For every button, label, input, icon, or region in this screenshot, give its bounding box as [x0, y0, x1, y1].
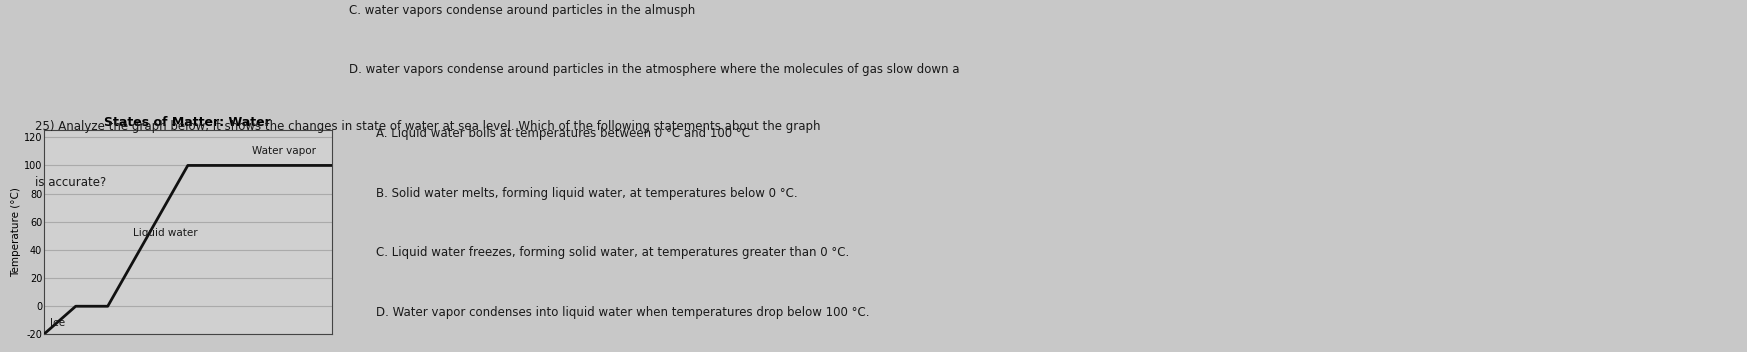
Text: is accurate?: is accurate? [35, 176, 107, 189]
Text: Liquid water: Liquid water [133, 228, 197, 238]
Text: 25) Analyze the graph below, it shows the changes in state of water at sea level: 25) Analyze the graph below, it shows th… [35, 120, 821, 133]
Text: Water vapor: Water vapor [252, 146, 316, 156]
Text: C. Liquid water freezes, forming solid water, at temperatures greater than 0 °C.: C. Liquid water freezes, forming solid w… [376, 246, 849, 259]
Text: Ice: Ice [51, 318, 65, 328]
Text: D. Water vapor condenses into liquid water when temperatures drop below 100 °C.: D. Water vapor condenses into liquid wat… [376, 306, 868, 319]
Text: D. water vapors condense around particles in the atmosphere where the molecules : D. water vapors condense around particle… [349, 63, 959, 76]
Text: A. Liquid water boils at temperatures between 0 °C and 100 °C: A. Liquid water boils at temperatures be… [376, 127, 749, 140]
Y-axis label: Temperature (°C): Temperature (°C) [10, 187, 21, 277]
Text: C. water vapors condense around particles in the almusph: C. water vapors condense around particle… [349, 4, 695, 17]
Text: B. Solid water melts, forming liquid water, at temperatures below 0 °C.: B. Solid water melts, forming liquid wat… [376, 187, 797, 200]
Title: States of Matter: Water: States of Matter: Water [105, 116, 271, 129]
